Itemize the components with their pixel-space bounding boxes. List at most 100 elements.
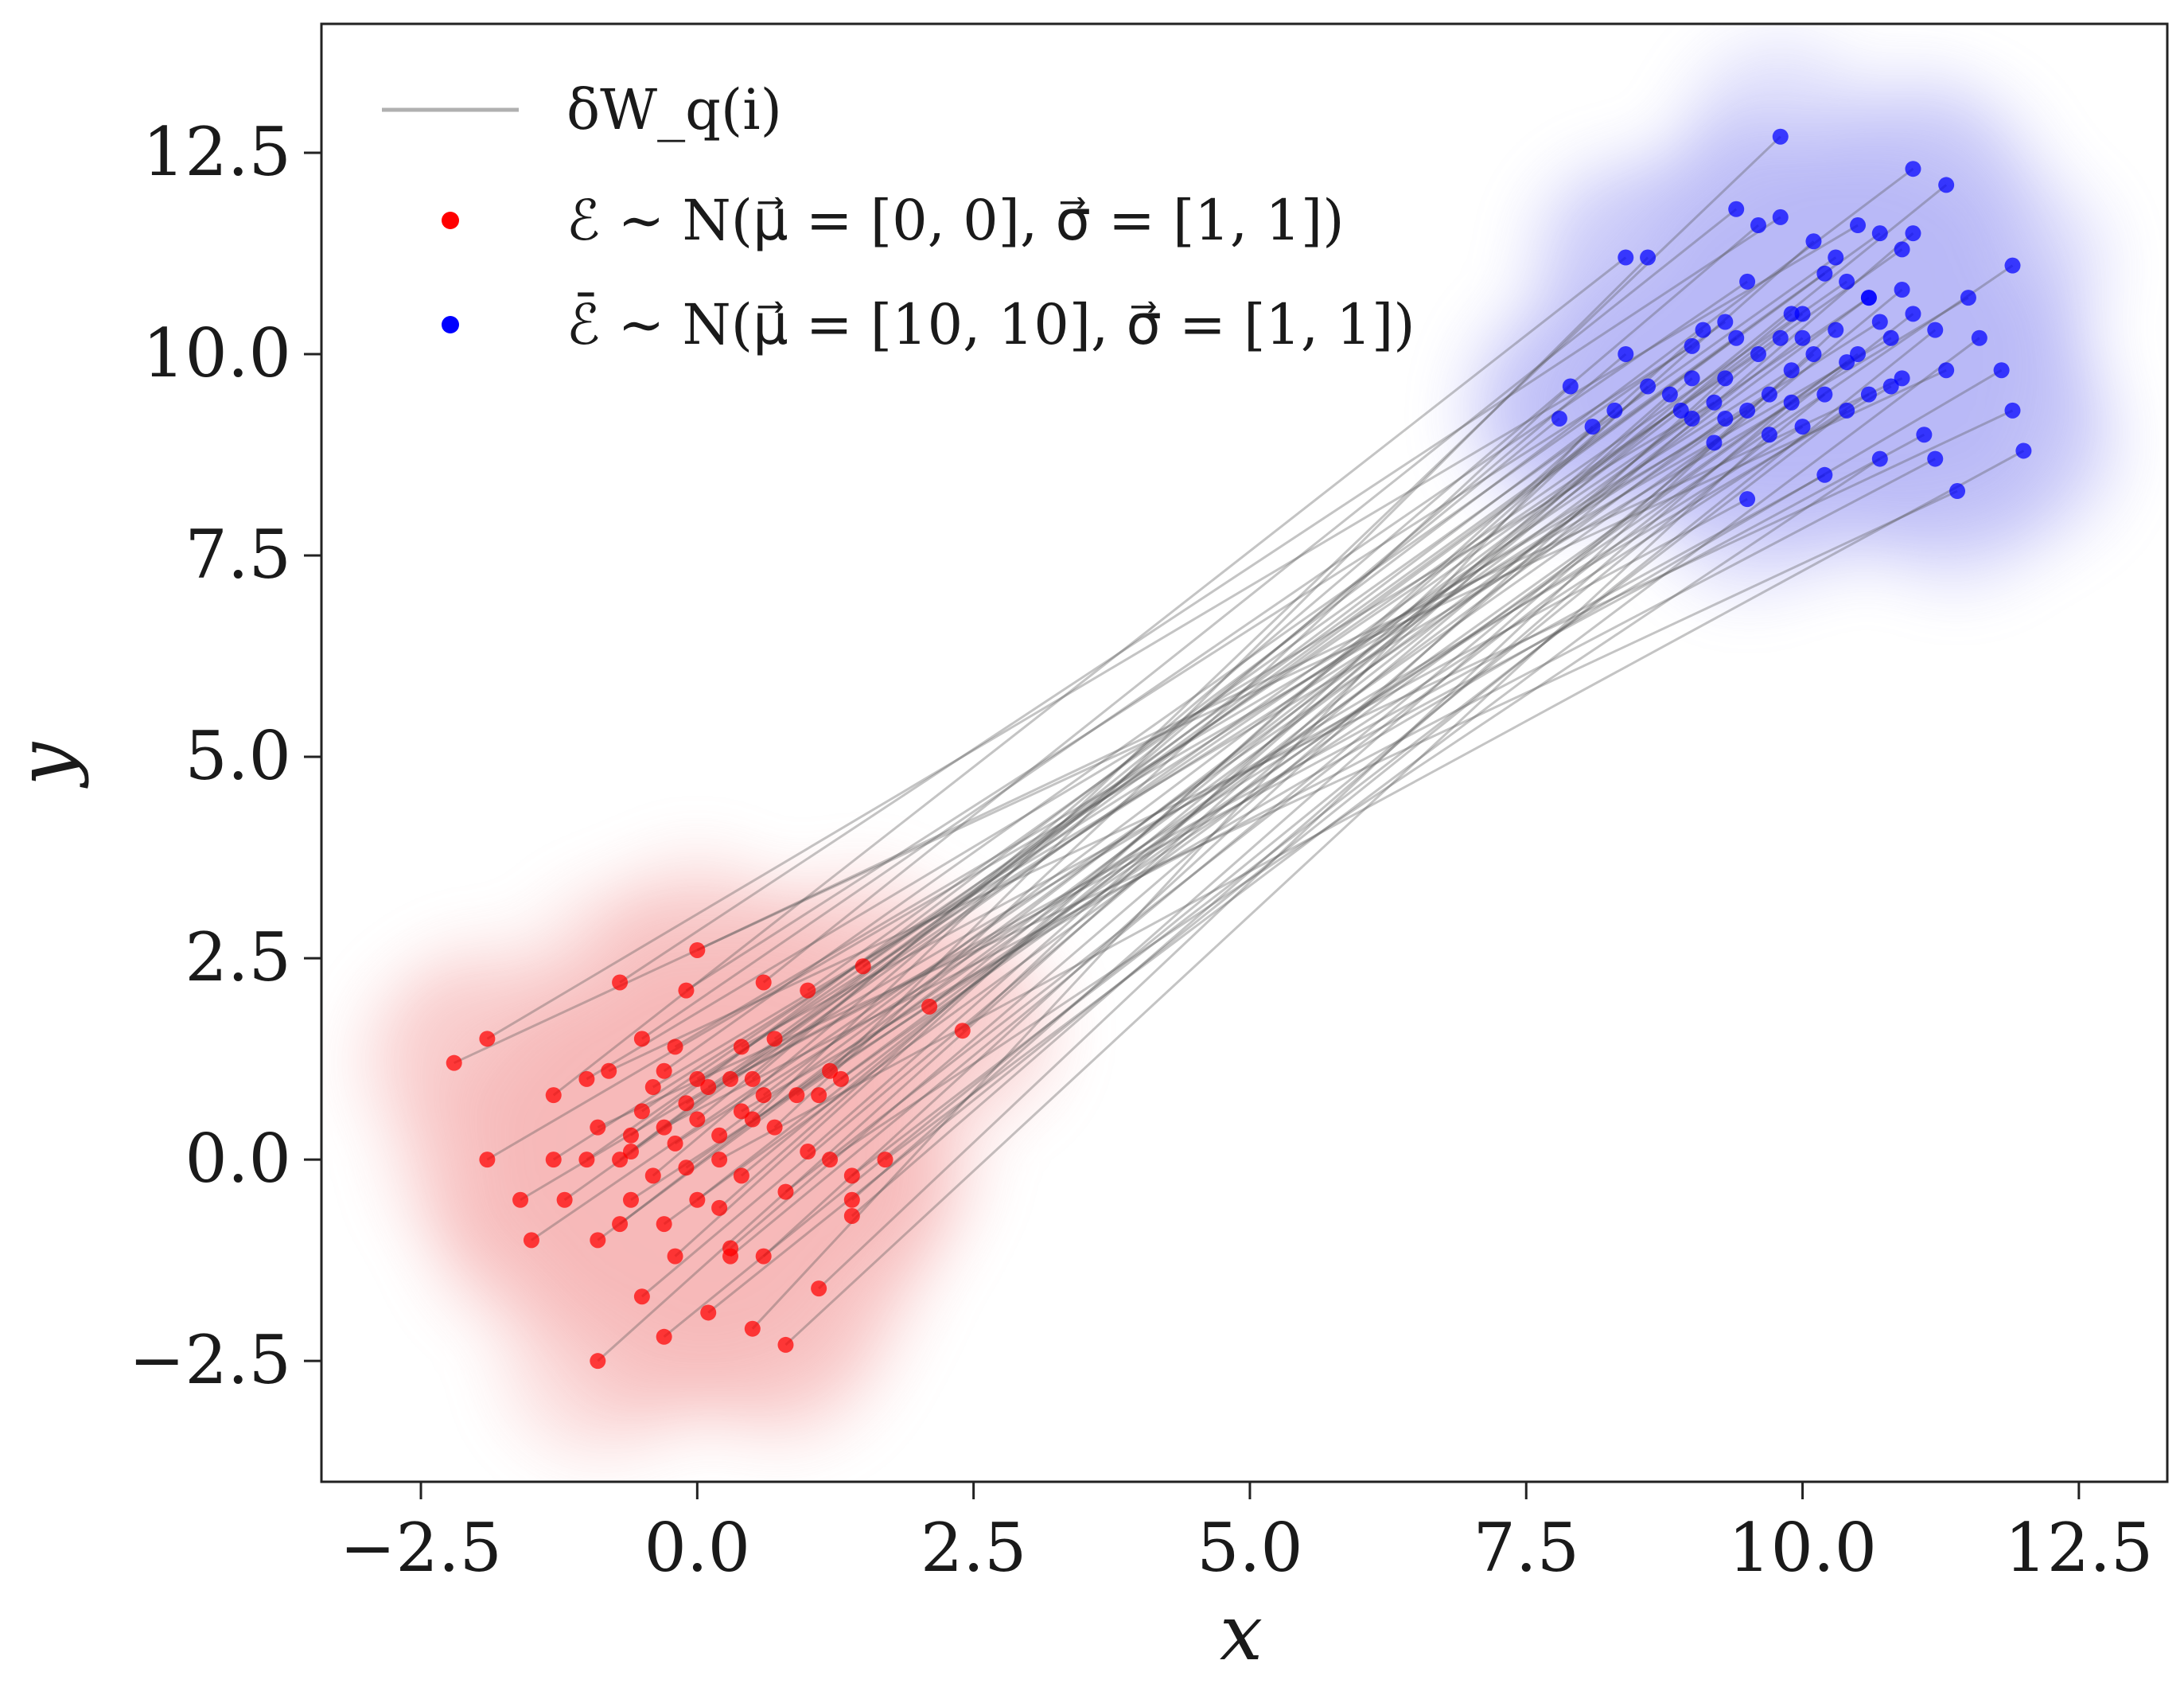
blue-point	[1971, 329, 1987, 346]
blue-point	[1706, 394, 1723, 411]
transport-line	[630, 393, 1870, 1202]
plot-frame	[320, 22, 2169, 1483]
blue-point	[1894, 370, 1910, 387]
red-point	[622, 1144, 639, 1160]
red-point	[545, 1087, 562, 1104]
blue-point	[2004, 257, 2021, 274]
red-point	[678, 1159, 695, 1176]
transport-line	[696, 321, 1881, 1081]
y-tick-label: 0.0	[185, 1120, 291, 1198]
red-point	[766, 1119, 783, 1136]
transport-line	[718, 417, 1693, 1136]
blue-point	[1850, 217, 1867, 234]
red-point	[921, 998, 938, 1015]
blue-point	[1772, 128, 1789, 145]
red-point	[656, 1062, 672, 1079]
blue-point	[1794, 306, 1811, 322]
transport-line	[652, 353, 1627, 1177]
transport-line	[663, 353, 1859, 1226]
transport-line	[807, 256, 1837, 992]
red-point	[755, 1087, 772, 1104]
red-point	[855, 958, 871, 975]
red-point	[822, 1152, 839, 1168]
red-point	[766, 1031, 783, 1047]
transport-line	[741, 368, 2003, 1113]
x-axis-label: x	[1220, 1588, 1263, 1678]
x-tick-label: 10.0	[1728, 1509, 1877, 1587]
transport-line	[630, 272, 1826, 1153]
y-tick-label: −2.5	[129, 1321, 291, 1399]
transport-line	[773, 385, 1571, 1128]
red-point	[800, 982, 816, 999]
transport-line	[552, 368, 1793, 1161]
transport-line	[552, 256, 1627, 1097]
transport-line	[718, 450, 2025, 1161]
legend-label-e-bar: ℰ̄ ∼ N(μ⃗ = [10, 10], σ⃗ = [1, 1])	[566, 292, 1415, 357]
transport-line	[586, 401, 1715, 1081]
x-tick-label: 7.5	[1473, 1509, 1579, 1587]
blue-point	[1562, 378, 1579, 395]
blue-point	[1717, 370, 1734, 387]
transport-line	[707, 296, 1870, 1089]
red-point	[811, 1280, 827, 1297]
transport-line	[640, 337, 1781, 1298]
blue-point	[1684, 370, 1700, 387]
transport-line	[641, 353, 1759, 1113]
x-tick-label: 12.5	[2004, 1509, 2153, 1587]
red-point	[733, 1167, 749, 1184]
transport-line	[707, 329, 1937, 1314]
red-point	[689, 1111, 706, 1128]
transport-line	[928, 184, 1948, 1007]
red-point	[545, 1152, 562, 1168]
blue-point	[1706, 435, 1723, 451]
red-point	[843, 1191, 860, 1208]
red-point	[744, 1320, 761, 1337]
transport-line	[586, 280, 1847, 1161]
transport-line	[784, 313, 1914, 1193]
x-axis: −2.5 0.0 2.5 5.0 7.5 10.0 12.5	[340, 1482, 2153, 1587]
blue-point	[1860, 386, 1877, 403]
transport-line	[730, 433, 1925, 1081]
red-point	[832, 1070, 849, 1087]
blue-point	[1739, 273, 1756, 290]
transport-line	[829, 458, 1881, 1161]
blue-point	[1750, 345, 1766, 362]
red-point	[667, 1039, 683, 1055]
blue-point	[1927, 322, 1944, 338]
blue-point	[1772, 329, 1789, 346]
transport-line	[851, 409, 1848, 1177]
transport-line	[740, 313, 1793, 1177]
blue-point	[1618, 345, 1634, 362]
red-point	[479, 1152, 496, 1168]
transport-line	[851, 353, 1815, 1201]
red-point	[667, 1248, 683, 1265]
blue-point	[1717, 410, 1734, 427]
legend-blue-marker	[442, 316, 459, 333]
blue-point	[2015, 442, 2032, 459]
blue-density-region	[1465, 42, 2118, 594]
red-point	[678, 1095, 695, 1112]
scatter-points	[446, 128, 2032, 1370]
legend: δW_q(i) ℰ ∼ N(μ⃗ = [0, 0], σ⃗ = [1, 1]) …	[382, 77, 1415, 357]
blue-point	[1839, 402, 1855, 419]
legend-label-e: ℰ ∼ N(μ⃗ = [0, 0], σ⃗ = [1, 1])	[566, 188, 1345, 253]
blue-point	[1871, 225, 1888, 242]
transport-line	[718, 240, 1815, 1209]
y-tick-label: 10.0	[142, 314, 291, 392]
red-point	[644, 1079, 661, 1096]
blue-point	[1905, 161, 1921, 177]
red-point	[722, 1070, 739, 1087]
transport-line	[851, 401, 1793, 1218]
transport-line	[531, 393, 1770, 1241]
transport-line	[486, 337, 1892, 1161]
x-tick-label: 0.0	[644, 1509, 751, 1587]
blue-point	[1761, 427, 1777, 443]
legend-label-transport: δW_q(i)	[566, 77, 782, 142]
transport-line	[751, 426, 1594, 1330]
red-point	[523, 1232, 539, 1249]
y-tick-label: 7.5	[185, 516, 291, 594]
blue-point	[1850, 345, 1867, 362]
transport-line	[696, 376, 1903, 952]
transport-line	[597, 296, 1870, 1241]
